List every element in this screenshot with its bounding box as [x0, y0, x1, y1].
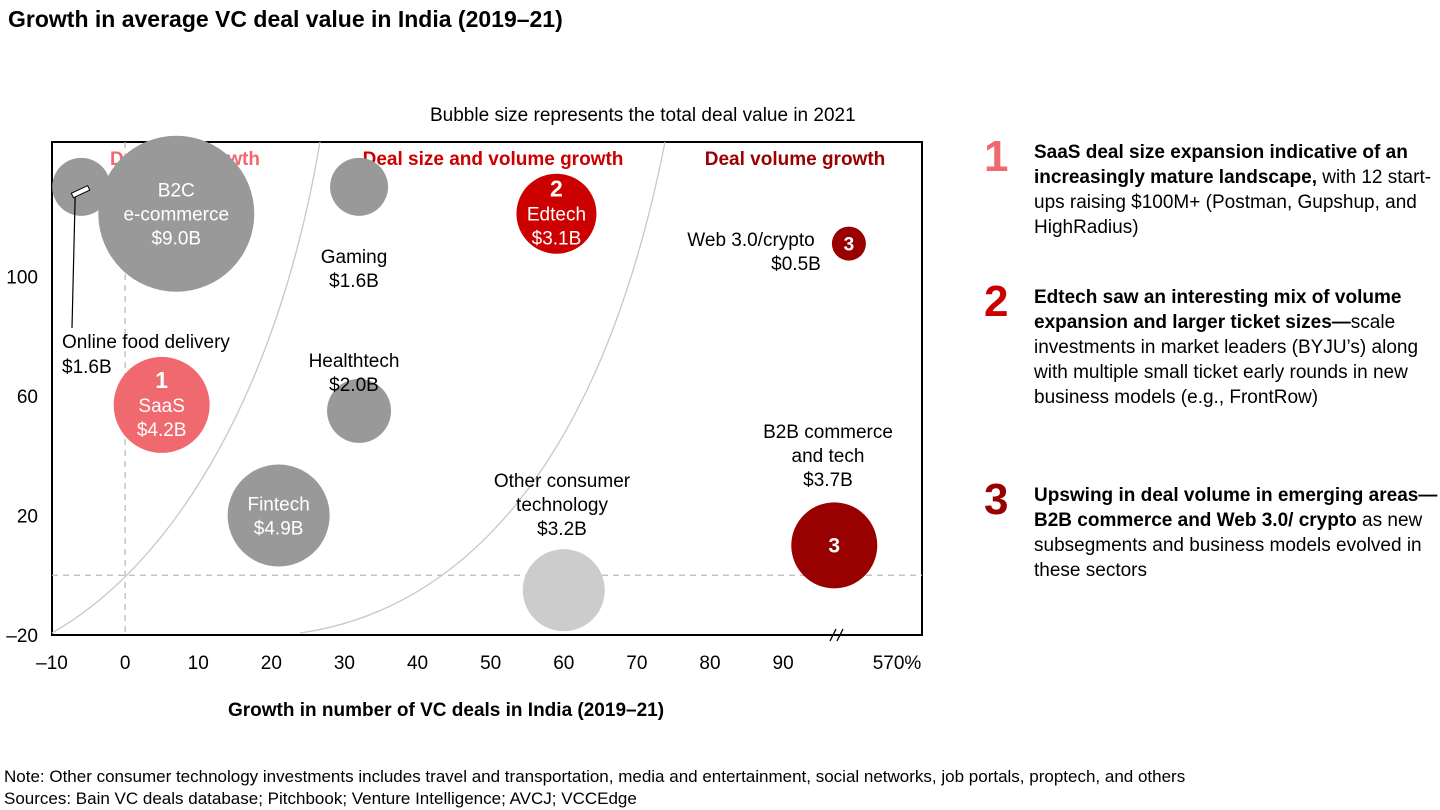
- callout-text: Upswing in deal volume in emerging areas…: [1034, 483, 1440, 583]
- x-tick-label: 70: [626, 653, 647, 674]
- y-tick-label: 100: [6, 267, 38, 288]
- bubble-name: Gaming: [321, 247, 388, 268]
- x-tick-label: 40: [407, 653, 428, 674]
- bubble-value: $1.6B: [329, 271, 379, 292]
- callout-bold: Edtech saw an interesting mix of volume …: [1034, 287, 1402, 333]
- chart-title: Growth in average VC deal value in India…: [8, 6, 563, 32]
- x-tick-label: 10: [188, 653, 209, 674]
- plot-frame: [51, 141, 923, 636]
- x-axis-title: Growth in number of VC deals in India (2…: [228, 700, 665, 721]
- bubble-label-marker: [70, 184, 91, 199]
- bubble-name: technology: [516, 495, 608, 516]
- callout-text: SaaS deal size expansion indicative of a…: [1034, 140, 1440, 240]
- bubble-name: B2C: [158, 181, 195, 202]
- bubble-name: Healthtech: [309, 351, 400, 372]
- bubble-marker-number: 3: [844, 235, 855, 256]
- callout-body: scale investments in market leaders (BYJ…: [1034, 312, 1419, 408]
- bubble-name: SaaS: [138, 396, 184, 417]
- y-tick-label: 60: [17, 387, 38, 408]
- bubble-name: Online food delivery: [62, 332, 230, 353]
- x-tick-label: 80: [699, 653, 720, 674]
- bubble: [98, 135, 255, 292]
- x-tick-label: 570%: [873, 653, 922, 674]
- bubble-value: $4.2B: [137, 420, 187, 441]
- chart-subtitle: Bubble size represents the total deal va…: [430, 105, 856, 126]
- bubble-name: e-commerce: [123, 205, 229, 226]
- bubble-marker-number: 3: [828, 534, 840, 557]
- leader-line: [71, 192, 76, 329]
- callout-number: 2: [984, 277, 1009, 326]
- bubble-name: Other consumer: [494, 471, 631, 492]
- axis-break-mark: [829, 628, 837, 642]
- x-tick-label: 50: [480, 653, 501, 674]
- x-tick-label: 90: [773, 653, 794, 674]
- bubble-name: and tech: [792, 446, 865, 467]
- axis-break-mark: [836, 628, 844, 642]
- bubble: [516, 173, 597, 254]
- region-label: Deal volume growth: [705, 149, 886, 170]
- bubble: [791, 502, 878, 589]
- bubble-value: $1.6B: [62, 357, 112, 378]
- bubble-name: Web 3.0/crypto: [687, 230, 814, 251]
- bubble-value: $2.0B: [329, 375, 379, 396]
- x-tick-label: 0: [120, 653, 131, 674]
- callout-bold: Upswing in deal volume in emerging areas…: [1034, 485, 1438, 531]
- callout-number: 1: [984, 132, 1009, 181]
- y-tick-label: –20: [6, 626, 38, 647]
- bubble: [330, 157, 389, 216]
- bubble-value: $3.7B: [803, 470, 853, 491]
- region-label: Deal size and volume growth: [363, 149, 624, 170]
- bubble-name: Fintech: [247, 494, 309, 515]
- bubble: [831, 226, 866, 261]
- x-tick-label: 30: [334, 653, 355, 674]
- y-tick-label: 20: [17, 506, 38, 527]
- x-tick-label: –10: [36, 653, 68, 674]
- bubble-marker-number: 2: [550, 176, 563, 202]
- bubble-marker-number: 1: [155, 367, 168, 393]
- callout-body: as new subsegments and business models e…: [1034, 510, 1423, 581]
- bubble-value: $9.0B: [151, 229, 201, 250]
- callout-text: Edtech saw an interesting mix of volume …: [1034, 285, 1440, 410]
- bubble-name: B2B commerce: [763, 422, 893, 443]
- bubble: [52, 157, 111, 216]
- bubble-value: $4.9B: [254, 518, 304, 539]
- bubble-value: $3.1B: [532, 229, 582, 250]
- bubble-name: Edtech: [527, 205, 586, 226]
- x-tick-label: 20: [261, 653, 282, 674]
- footnote: Note: Other consumer technology investme…: [4, 766, 1185, 810]
- bubble-value: $0.5B: [771, 254, 821, 275]
- region-boundary-1: [51, 141, 321, 634]
- sources-text: Sources: Bain VC deals database; Pitchbo…: [4, 789, 637, 808]
- bubble-value: $3.2B: [537, 519, 587, 540]
- note-text: Note: Other consumer technology investme…: [4, 767, 1186, 786]
- callout-bold: SaaS deal size expansion indicative of a…: [1034, 142, 1408, 188]
- callout-number: 3: [984, 475, 1009, 524]
- bubble: [113, 356, 210, 453]
- x-tick-label: 60: [553, 653, 574, 674]
- callout-body: with 12 start-ups raising $100M+ (Postma…: [1034, 167, 1432, 238]
- bubble: [227, 464, 330, 567]
- bubble: [522, 549, 605, 632]
- bubble: [327, 378, 392, 443]
- region-boundary-2: [299, 141, 666, 634]
